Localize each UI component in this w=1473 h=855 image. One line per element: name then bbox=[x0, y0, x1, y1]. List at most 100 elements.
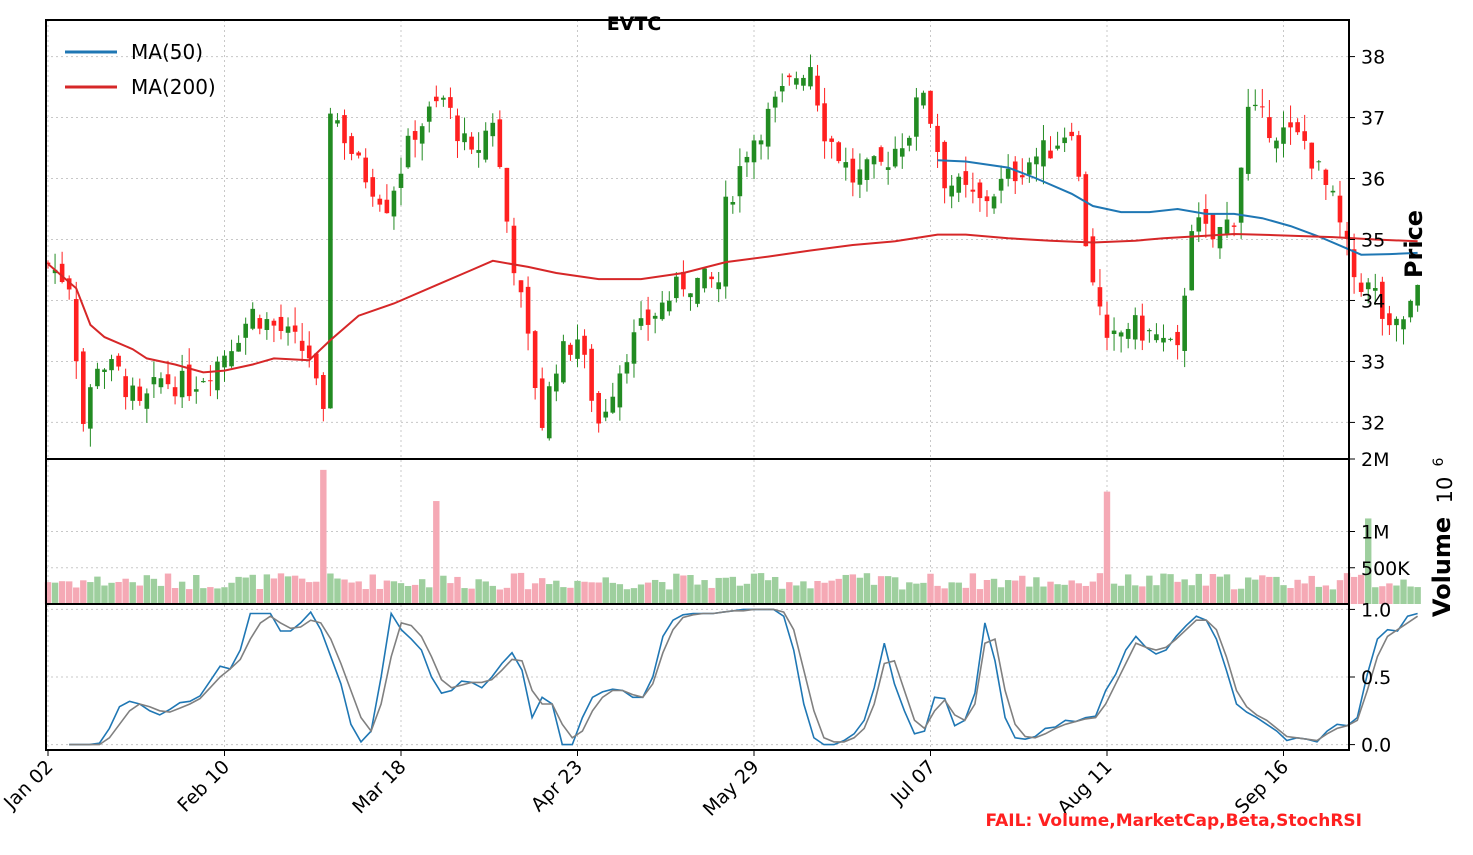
volume-bar bbox=[1167, 574, 1174, 604]
volume-bar bbox=[1012, 580, 1019, 604]
candle-body bbox=[779, 86, 785, 92]
candle-body bbox=[222, 355, 227, 368]
candle-body bbox=[921, 92, 926, 106]
candle-body bbox=[193, 389, 199, 392]
volume-bar bbox=[715, 577, 722, 604]
candle-body bbox=[370, 177, 376, 197]
volume-bar bbox=[313, 581, 320, 604]
volume-bar bbox=[948, 582, 955, 604]
volume-bar bbox=[976, 589, 984, 604]
volume-bar bbox=[1252, 579, 1259, 604]
volume-bar bbox=[708, 587, 715, 604]
candle-body bbox=[1224, 219, 1230, 234]
price-tick-label: 33 bbox=[1361, 351, 1385, 373]
candle-body bbox=[45, 262, 51, 265]
candle-body bbox=[1252, 104, 1258, 107]
volume-bar bbox=[1301, 583, 1308, 604]
candle-body bbox=[250, 308, 256, 329]
volume-bar bbox=[1280, 585, 1287, 604]
candle-body bbox=[151, 377, 157, 385]
candle-body bbox=[419, 126, 425, 144]
volume-bar bbox=[1124, 574, 1132, 604]
candle-body bbox=[815, 75, 820, 106]
price-tick-label: 35 bbox=[1361, 230, 1385, 252]
volume-bar bbox=[955, 582, 962, 604]
candle-body bbox=[554, 373, 559, 392]
volume-bar bbox=[65, 581, 73, 604]
volume-bar bbox=[771, 576, 779, 604]
candle-body bbox=[582, 335, 587, 355]
candle-body bbox=[1309, 142, 1315, 169]
candle-body bbox=[1182, 295, 1187, 351]
volume-bar bbox=[1188, 585, 1195, 604]
rsi-tick-label: 0.5 bbox=[1361, 667, 1391, 689]
volume-bar bbox=[623, 589, 631, 604]
candle-body bbox=[984, 196, 990, 202]
price-tick-label: 37 bbox=[1361, 108, 1385, 130]
volume-bar bbox=[694, 584, 701, 604]
candle-body bbox=[1267, 117, 1272, 139]
legend-label-ma200: MA(200) bbox=[131, 75, 216, 99]
candle-body bbox=[603, 411, 609, 418]
candle-body bbox=[589, 348, 594, 401]
candle-body bbox=[137, 386, 143, 401]
candle-body bbox=[165, 374, 171, 385]
candle-body bbox=[1323, 169, 1329, 185]
candle-body bbox=[1104, 314, 1110, 338]
axes-frames bbox=[45, 19, 1350, 751]
candle-body bbox=[264, 319, 270, 330]
x-tick-label: Jan 02 bbox=[0, 756, 58, 814]
volume-bar bbox=[934, 585, 941, 604]
price-tick-label: 34 bbox=[1361, 290, 1385, 312]
volume-bar bbox=[969, 573, 977, 604]
candle-body bbox=[455, 115, 460, 142]
volume-bar bbox=[87, 582, 94, 604]
volume-bar bbox=[426, 587, 433, 604]
volume-bar bbox=[270, 578, 278, 604]
volume-bar bbox=[341, 579, 348, 604]
volume-bar bbox=[327, 573, 334, 604]
volume-bar bbox=[546, 584, 553, 604]
candle-body bbox=[808, 67, 813, 87]
volume-bar bbox=[1146, 575, 1153, 604]
volume-bar bbox=[1068, 580, 1075, 604]
candle-body bbox=[208, 380, 213, 382]
volume-bar bbox=[1089, 581, 1097, 604]
candle-body bbox=[758, 140, 764, 145]
volume-offset-exponent: 6 bbox=[1431, 457, 1447, 466]
candle-body bbox=[546, 386, 552, 439]
candle-body bbox=[899, 148, 905, 157]
candle-body bbox=[1076, 135, 1082, 177]
volume-bar bbox=[750, 573, 758, 604]
candle-body bbox=[1351, 249, 1357, 278]
volume-bar bbox=[1393, 585, 1400, 604]
volume-bar bbox=[757, 573, 765, 604]
candle-body bbox=[1316, 161, 1322, 163]
volume-bar bbox=[418, 579, 426, 604]
volume-bar bbox=[1407, 586, 1414, 604]
volume-bar bbox=[1322, 585, 1330, 604]
volume-bar bbox=[1308, 575, 1315, 604]
volume-bar bbox=[73, 587, 80, 604]
candle-body bbox=[970, 189, 976, 192]
volume-bar bbox=[609, 582, 616, 604]
volume-bar bbox=[1237, 588, 1245, 604]
volume-bar bbox=[997, 587, 1005, 604]
volume-bar bbox=[659, 582, 666, 604]
candle-body bbox=[1055, 145, 1060, 149]
volume-bar bbox=[1103, 491, 1111, 604]
volume-bar bbox=[1040, 586, 1047, 604]
candle-body bbox=[1154, 334, 1159, 341]
volume-bar bbox=[1033, 577, 1040, 604]
candle-body bbox=[299, 340, 305, 351]
candle-body bbox=[829, 138, 834, 142]
candle-body bbox=[1140, 315, 1145, 341]
candle-body bbox=[342, 115, 347, 144]
candle-body bbox=[794, 78, 799, 85]
volume-bar bbox=[553, 580, 560, 604]
candle-body bbox=[617, 373, 623, 408]
candle-body bbox=[1330, 190, 1336, 193]
candle-body bbox=[836, 142, 842, 162]
volume-bar bbox=[1047, 581, 1054, 604]
candle-body bbox=[1041, 140, 1046, 167]
